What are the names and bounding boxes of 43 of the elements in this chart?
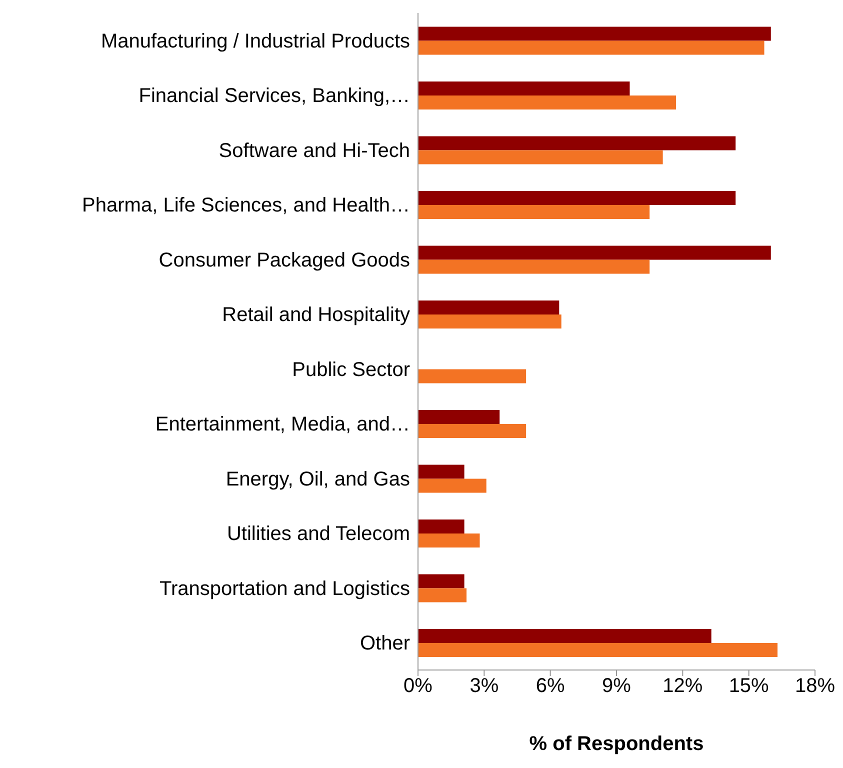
bar [418, 246, 771, 260]
y-tick-label: Entertainment, Media, and… [155, 414, 410, 436]
bar [418, 136, 736, 150]
y-tick-label: Pharma, Life Sciences, and Health… [82, 194, 410, 217]
y-tick-label: Manufacturing / Industrial Products [100, 30, 410, 52]
x-tick-label: 12% [662, 675, 703, 698]
bar [418, 95, 676, 110]
bar [418, 424, 526, 438]
y-tick-label: Consumer Packaged Goods [158, 249, 410, 272]
bar [418, 642, 778, 657]
bar [418, 369, 526, 384]
y-tick-label: Transportation and Logistics [159, 578, 410, 600]
bar [418, 314, 562, 328]
bar [418, 519, 464, 534]
x-tick-label: 15% [728, 675, 770, 698]
bar [418, 628, 712, 643]
bar [418, 464, 464, 479]
x-tick-label: 6% [536, 675, 566, 698]
bar [418, 26, 771, 41]
bar [418, 574, 464, 588]
bar [418, 260, 650, 274]
bar [418, 190, 736, 205]
y-tick-label: Utilities and Telecom [226, 523, 410, 546]
y-tick-label: Energy, Oil, and Gas [226, 468, 410, 490]
bar [418, 588, 467, 602]
x-axis-title: % of Respondents [529, 733, 704, 755]
x-tick-label: 18% [794, 675, 836, 698]
bar [418, 300, 560, 314]
x-tick-label: 9% [602, 675, 632, 698]
bar [418, 81, 630, 96]
y-tick-label: Software and Hi-Tech [218, 140, 410, 162]
y-tick-label: Retail and Hospitality [222, 304, 410, 326]
bar [418, 478, 486, 493]
bar [418, 204, 650, 219]
bar [418, 533, 480, 548]
bar [418, 40, 764, 55]
x-tick-label: 3% [470, 675, 499, 698]
bar [418, 150, 663, 164]
y-tick-label: Other [360, 632, 410, 655]
y-tick-label: Public Sector [292, 358, 410, 381]
y-tick-label: Financial Services, Banking,… [138, 85, 410, 108]
x-tick-label: 0% [404, 675, 433, 698]
bar [418, 410, 500, 424]
